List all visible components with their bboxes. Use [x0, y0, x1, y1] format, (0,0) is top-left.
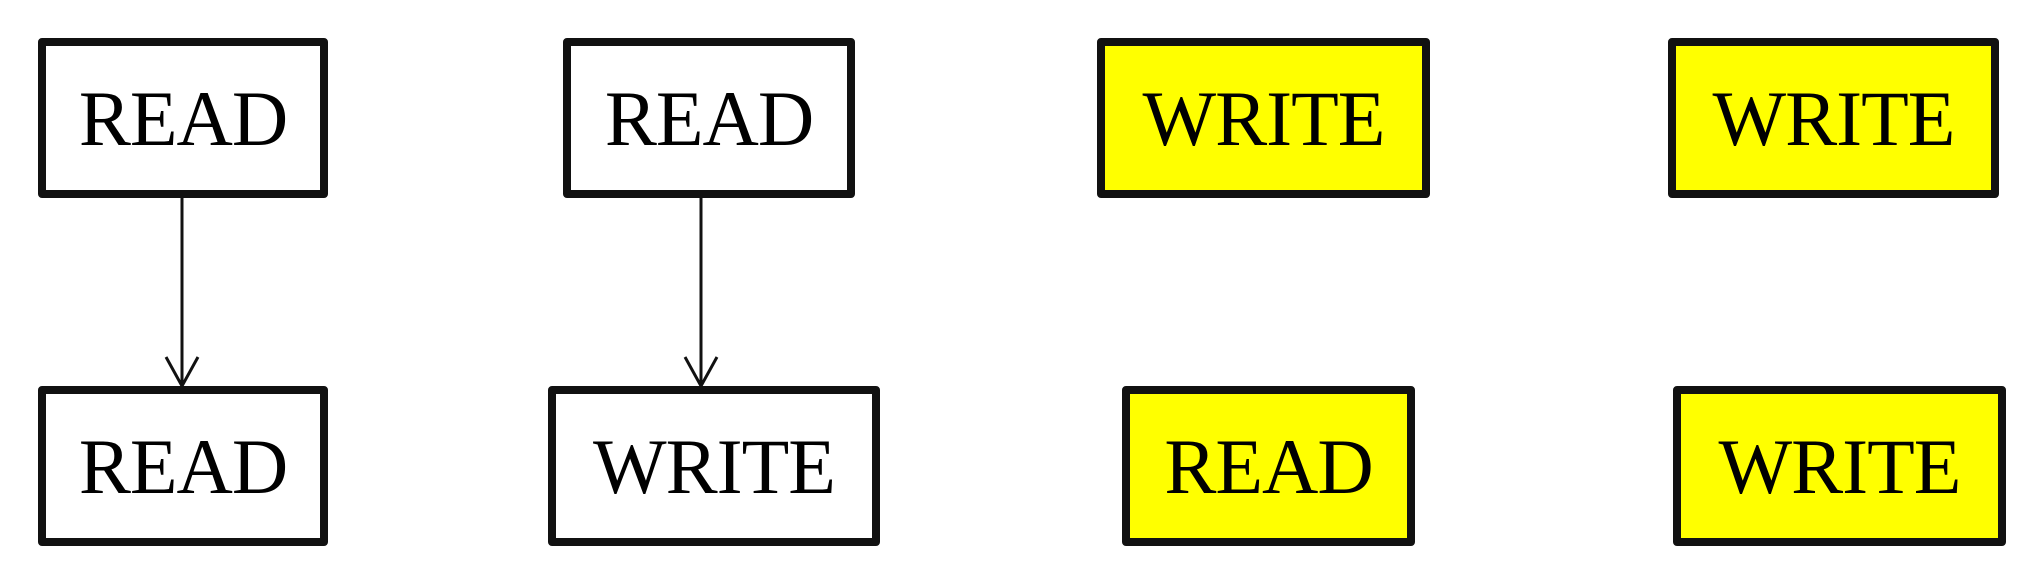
- box-read-r1c1: READ: [38, 38, 328, 198]
- box-label: WRITE: [1142, 75, 1386, 162]
- box-read-r1c2: READ: [563, 38, 855, 198]
- box-label: READ: [78, 423, 288, 510]
- box-label: WRITE: [1718, 423, 1962, 510]
- box-write-r1c4: WRITE: [1668, 38, 1999, 198]
- box-label: READ: [604, 75, 814, 162]
- box-write-r1c3: WRITE: [1097, 38, 1430, 198]
- box-label: READ: [1164, 423, 1373, 510]
- box-label: WRITE: [1712, 75, 1956, 162]
- box-read-r2c1: READ: [38, 386, 328, 546]
- arrow-r1c2-to-r2c2: [683, 198, 719, 390]
- arrow-r1c1-to-r2c1: [164, 198, 200, 390]
- box-write-r2c2: WRITE: [548, 386, 880, 546]
- box-label: WRITE: [593, 423, 836, 510]
- box-read-r2c3: READ: [1122, 386, 1415, 546]
- box-write-r2c4: WRITE: [1673, 386, 2006, 546]
- box-label: READ: [78, 75, 288, 162]
